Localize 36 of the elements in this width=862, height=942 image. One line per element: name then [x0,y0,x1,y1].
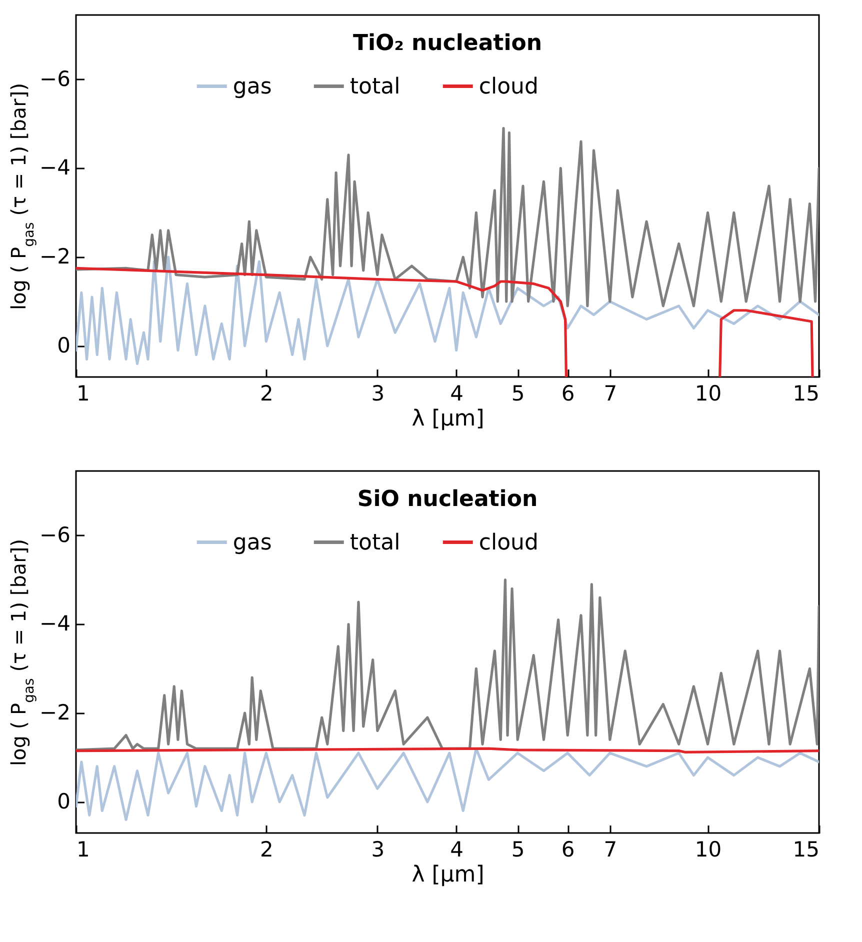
x-tick-label: 4 [450,382,464,406]
text: SiO nucleation [357,487,538,512]
x-tick-label: 10 [694,838,722,862]
x-tick-label: 15 [792,382,820,406]
legend-label: gas [232,530,272,556]
legend-label: total [350,530,400,556]
x-tick-label: 2 [260,382,274,406]
x-tick-label: 15 [792,838,820,862]
x-axis-title: λ [μm] [412,406,484,432]
x-tick-label: 6 [561,838,575,862]
x-tick-label: 3 [371,838,385,862]
x-tick-label: 7 [604,838,618,862]
x-tick-label: 5 [511,382,525,406]
y-tick-label: −6 [40,522,70,547]
legend-label: cloud [478,74,538,100]
x-tick-label: 1 [76,382,90,406]
legend-label: cloud [478,530,538,556]
x-tick-label: 5 [511,838,525,862]
y-tick-label: −2 [40,244,70,269]
text: TiO₂ nucleation [352,31,542,56]
legend-label: total [350,74,400,100]
x-tick-label: 7 [604,382,618,406]
x-tick-label: 6 [561,382,575,406]
y-tick-label: −6 [40,66,70,91]
y-tick-label: 0 [57,333,70,358]
x-tick-label: 2 [260,838,274,862]
y-tick-label: −4 [40,612,70,636]
y-tick-label: −4 [40,156,70,180]
x-tick-label: 10 [694,382,722,406]
x-tick-label: 1 [76,838,90,862]
x-tick-label: 4 [450,838,464,862]
legend-label: gas [232,74,272,100]
x-tick-label: 3 [371,382,385,406]
y-tick-label: 0 [57,789,70,814]
x-axis-title: λ [μm] [412,862,484,888]
y-tick-label: −2 [40,700,70,725]
